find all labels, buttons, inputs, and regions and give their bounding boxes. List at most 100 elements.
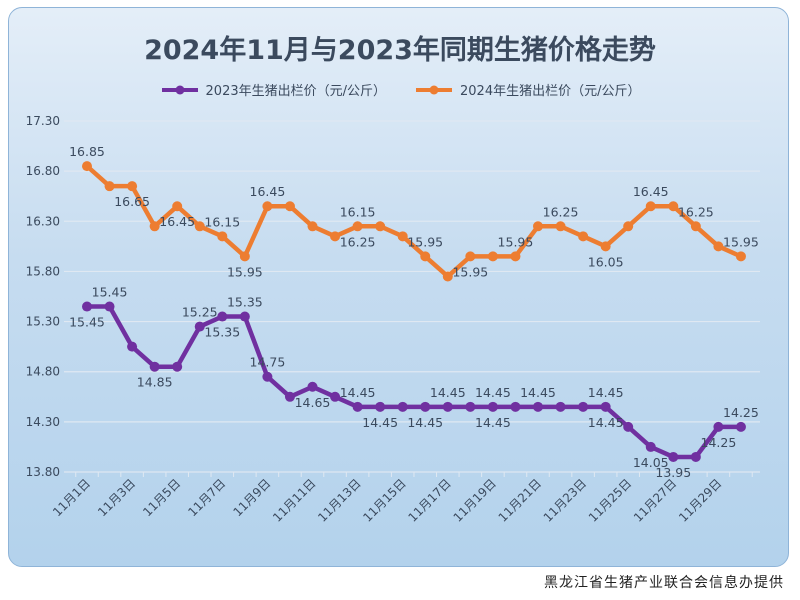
data-point — [239, 251, 250, 262]
data-point — [578, 401, 589, 412]
data-label: 15.45 — [92, 285, 128, 300]
data-label: 15.35 — [204, 325, 240, 340]
data-point — [82, 161, 92, 172]
data-label: 15.95 — [407, 234, 443, 249]
data-label: 14.45 — [588, 385, 624, 400]
data-label: 14.45 — [340, 385, 376, 400]
data-point — [307, 221, 318, 232]
data-label: 16.45 — [159, 214, 195, 229]
data-label: 15.95 — [498, 234, 534, 249]
series-line-2024 — [85, 164, 742, 279]
y-tick-label: 16.30 — [26, 214, 60, 228]
data-point — [217, 231, 228, 242]
data-point — [194, 321, 205, 332]
data-label: 14.65 — [295, 395, 331, 410]
data-point — [330, 391, 341, 402]
data-label: 16.25 — [340, 234, 376, 249]
data-label: 14.05 — [633, 455, 669, 470]
data-point — [510, 251, 521, 262]
data-point — [555, 221, 566, 232]
legend-item-2024: 2024年生猪出栏价（元/公斤） — [414, 80, 640, 99]
y-tick-label: 14.80 — [26, 365, 60, 379]
data-point — [217, 311, 228, 322]
data-label: 13.95 — [655, 465, 691, 480]
data-label: 14.45 — [362, 415, 398, 430]
legend-label-2023: 2023年生猪出栏价（元/公斤） — [205, 84, 386, 99]
data-point — [735, 421, 746, 432]
data-label: 15.45 — [69, 315, 105, 330]
data-label: 14.45 — [520, 385, 556, 400]
x-tick-label: 11月27日 — [631, 476, 679, 524]
data-point — [127, 181, 138, 192]
data-label: 14.45 — [475, 415, 511, 430]
x-tick-label: 11月19日 — [451, 476, 499, 524]
x-tick-label: 11月25日 — [586, 476, 634, 524]
data-point — [420, 251, 431, 262]
data-point — [623, 421, 634, 432]
y-tick-label: 15.80 — [26, 264, 60, 278]
y-tick-label: 15.30 — [26, 315, 60, 329]
data-point — [735, 251, 746, 262]
legend-item-2023: 2023年生猪出栏价（元/公斤） — [160, 80, 386, 99]
data-point — [668, 451, 679, 462]
data-point — [149, 361, 160, 372]
data-point — [352, 401, 363, 412]
legend-marker-2023 — [161, 85, 198, 94]
data-point — [645, 441, 656, 452]
data-label: 16.25 — [678, 204, 714, 219]
series-line-2023 — [87, 304, 741, 460]
data-point — [690, 451, 701, 462]
data-point — [713, 421, 724, 432]
data-label: 16.15 — [340, 204, 376, 219]
data-label: 16.05 — [588, 254, 624, 269]
x-tick-label: 11月5日 — [140, 476, 183, 519]
chart-title: 2024年11月与2023年同期生猪价格走势 — [144, 35, 656, 66]
data-point — [397, 231, 408, 242]
data-label: 15.95 — [452, 264, 488, 279]
x-tick-label: 11月23日 — [541, 476, 589, 524]
data-point — [487, 401, 498, 412]
x-tick-label: 11月1日 — [50, 476, 93, 519]
data-point — [284, 391, 295, 402]
data-label: 14.75 — [250, 355, 286, 370]
data-point — [690, 221, 701, 232]
data-point — [375, 221, 386, 232]
x-tick-label: 11月15日 — [360, 476, 408, 524]
data-point — [397, 401, 408, 412]
data-point — [668, 201, 679, 212]
legend: 2023年生猪出栏价（元/公斤） 2024年生猪出栏价（元/公斤） — [0, 80, 800, 99]
data-point — [262, 371, 273, 382]
y-tick-label: 13.80 — [26, 465, 60, 479]
data-point — [420, 401, 431, 412]
data-label: 16.45 — [633, 184, 669, 199]
data-point — [465, 401, 476, 412]
data-point — [533, 221, 543, 232]
data-point — [600, 401, 611, 412]
y-tick-label: 16.80 — [26, 164, 60, 178]
data-point — [172, 201, 183, 212]
data-point — [127, 341, 138, 352]
data-label: 14.45 — [475, 385, 511, 400]
data-point — [307, 381, 318, 392]
data-point — [82, 301, 92, 312]
data-label: 14.45 — [588, 415, 624, 430]
x-tick-label: 11月9日 — [230, 476, 273, 519]
data-point — [465, 251, 476, 262]
data-point — [375, 401, 386, 412]
data-point — [104, 181, 115, 192]
data-label: 16.15 — [204, 214, 240, 229]
source-footer: 黑龙江省生猪产业联合会信息办提供 — [544, 575, 784, 591]
data-label: 16.65 — [114, 194, 150, 209]
data-point — [442, 271, 453, 282]
data-point — [442, 401, 453, 412]
data-label: 15.95 — [227, 264, 263, 279]
chart-panel — [8, 7, 789, 567]
data-point — [104, 301, 115, 312]
data-point — [510, 401, 521, 412]
data-point — [284, 201, 295, 212]
data-label: 16.45 — [250, 184, 286, 199]
data-point — [487, 251, 498, 262]
x-tick-label: 11月11日 — [270, 476, 318, 524]
data-point — [172, 361, 183, 372]
